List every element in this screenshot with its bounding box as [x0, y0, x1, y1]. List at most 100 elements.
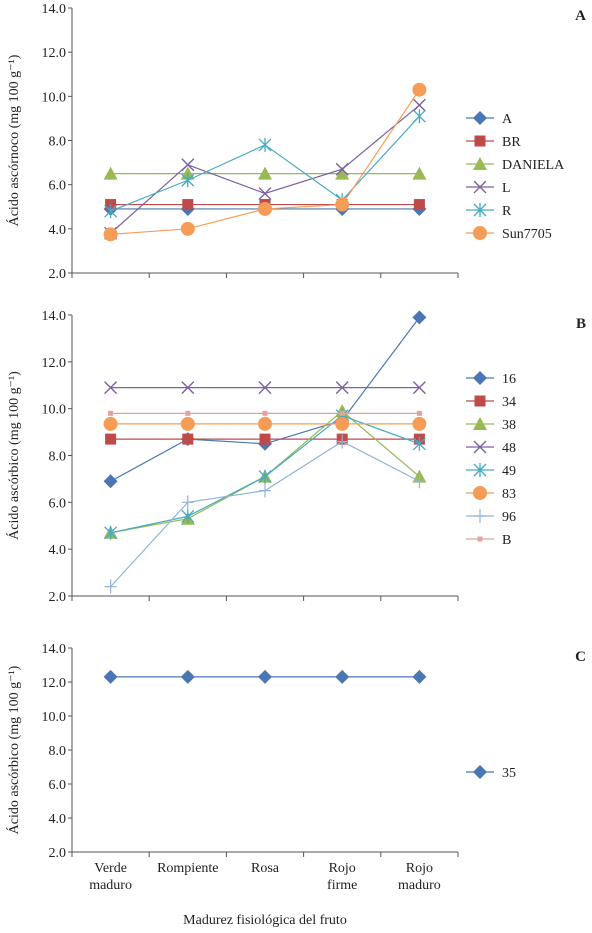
legend-item: 48: [466, 440, 516, 456]
legend-item: 34: [466, 395, 516, 410]
data-point: [103, 669, 118, 684]
y-tick-label: 14.0: [42, 309, 67, 324]
x-tick-label: maduro: [89, 878, 132, 893]
data-point: [412, 381, 426, 395]
data-point: [108, 410, 114, 416]
series-35: [103, 669, 427, 684]
series-34: [105, 433, 425, 445]
panel-letter: C: [575, 649, 586, 665]
data-point: [258, 166, 272, 180]
legend-marker: [473, 371, 487, 385]
legend-label: 48: [502, 441, 516, 456]
series-16: [103, 310, 427, 489]
data-point: [180, 416, 195, 431]
x-axis-title: Madurez fisiológica del fruto: [183, 913, 347, 928]
y-axis-title: Ácido ascórbico (mg 100 g⁻¹): [5, 371, 22, 540]
x-tick-label: maduro: [398, 878, 441, 893]
y-tick-label: 2.0: [49, 590, 67, 605]
legend-marker: [473, 765, 487, 779]
legend-marker: [477, 536, 483, 542]
legend-marker: [474, 509, 486, 523]
series-l: [104, 98, 426, 240]
data-point: [259, 433, 271, 445]
legend-label: 38: [502, 418, 516, 433]
series-line: [110, 115, 420, 212]
panel-letter: A: [575, 8, 586, 24]
y-tick-label: 10.0: [42, 710, 67, 725]
data-point: [181, 158, 195, 172]
data-point: [103, 416, 118, 431]
y-tick-label: 6.0: [49, 179, 67, 194]
data-point: [258, 381, 272, 395]
legend-label: 34: [502, 395, 516, 410]
legend-label: 16: [502, 372, 516, 387]
legend-label: 49: [502, 464, 516, 479]
legend: 16 34 38 48 49 83 96 B: [466, 371, 516, 548]
legend-marker: [473, 180, 487, 194]
series-line: [110, 440, 420, 588]
legend-item: 16: [466, 371, 516, 387]
y-tick-label: 12.0: [42, 46, 67, 61]
data-point: [258, 187, 272, 200]
data-point: [335, 416, 350, 431]
series-r: [104, 109, 426, 219]
series-83: [103, 416, 427, 431]
legend-label: 35: [502, 766, 516, 781]
data-point: [335, 162, 349, 176]
legend-label: Sun7705: [502, 227, 552, 242]
y-tick-label: 14.0: [42, 642, 67, 657]
legend-item: L: [466, 180, 511, 196]
y-tick-label: 12.0: [42, 676, 67, 691]
legend-marker: [474, 135, 486, 147]
data-point: [105, 433, 117, 445]
chart-panel-b: 2.0 4.0 6.0 8.0 10.0 12.0 14.0 Ácido ascórbico …: [5, 309, 586, 605]
data-point: [182, 199, 194, 211]
series-line: [110, 316, 420, 482]
legend-item: 96: [466, 509, 516, 525]
data-point: [412, 109, 426, 124]
legend-item: 83: [466, 486, 516, 502]
data-point: [335, 669, 350, 684]
legend-item: R: [466, 203, 512, 219]
legend: A BR DANIELA LR Sun7705: [466, 111, 565, 242]
data-point: [335, 381, 349, 395]
data-point: [258, 669, 272, 684]
data-point: [416, 410, 422, 416]
legend-label: DANIELA: [502, 158, 565, 173]
data-point: [258, 201, 272, 216]
y-tick-label: 8.0: [49, 135, 67, 150]
x-tick-label: Rosa: [251, 861, 280, 876]
chart-panel-c: 2.0 4.0 6.0 8.0 10.0 12.0 14.0 Ácido ascórbico …: [5, 642, 586, 861]
x-tick-label: Rojo: [329, 861, 356, 876]
series-96: [104, 434, 426, 594]
y-tick-label: 8.0: [49, 450, 67, 465]
legend-marker: [473, 486, 487, 500]
data-point: [103, 166, 118, 180]
legend-marker: [474, 395, 486, 407]
series-48: [104, 381, 426, 395]
legend-label: 96: [502, 510, 516, 525]
data-point: [412, 310, 427, 325]
y-axis-title: Ácido ascórbico (mg 100 g⁻¹): [5, 665, 22, 834]
data-point: [181, 509, 195, 524]
panel-letter: B: [576, 316, 586, 332]
y-tick-label: 12.0: [42, 356, 67, 371]
data-point: [182, 433, 194, 445]
legend-item: 49: [466, 463, 516, 479]
legend-item: A: [466, 111, 513, 127]
data-point: [258, 416, 272, 431]
legend-item: BR: [466, 135, 521, 150]
data-point: [339, 410, 345, 416]
x-tick-label: Verde: [94, 861, 127, 876]
legend-marker: [473, 111, 487, 125]
data-point: [258, 469, 272, 484]
legend-label: 83: [502, 487, 516, 502]
data-point: [104, 381, 118, 395]
y-tick-label: 2.0: [49, 267, 67, 282]
legend-marker: [473, 463, 487, 477]
data-point: [185, 410, 191, 416]
y-tick-label: 10.0: [42, 90, 67, 105]
data-point: [103, 474, 118, 489]
y-tick-label: 8.0: [49, 744, 67, 759]
legend-label: R: [502, 204, 512, 219]
